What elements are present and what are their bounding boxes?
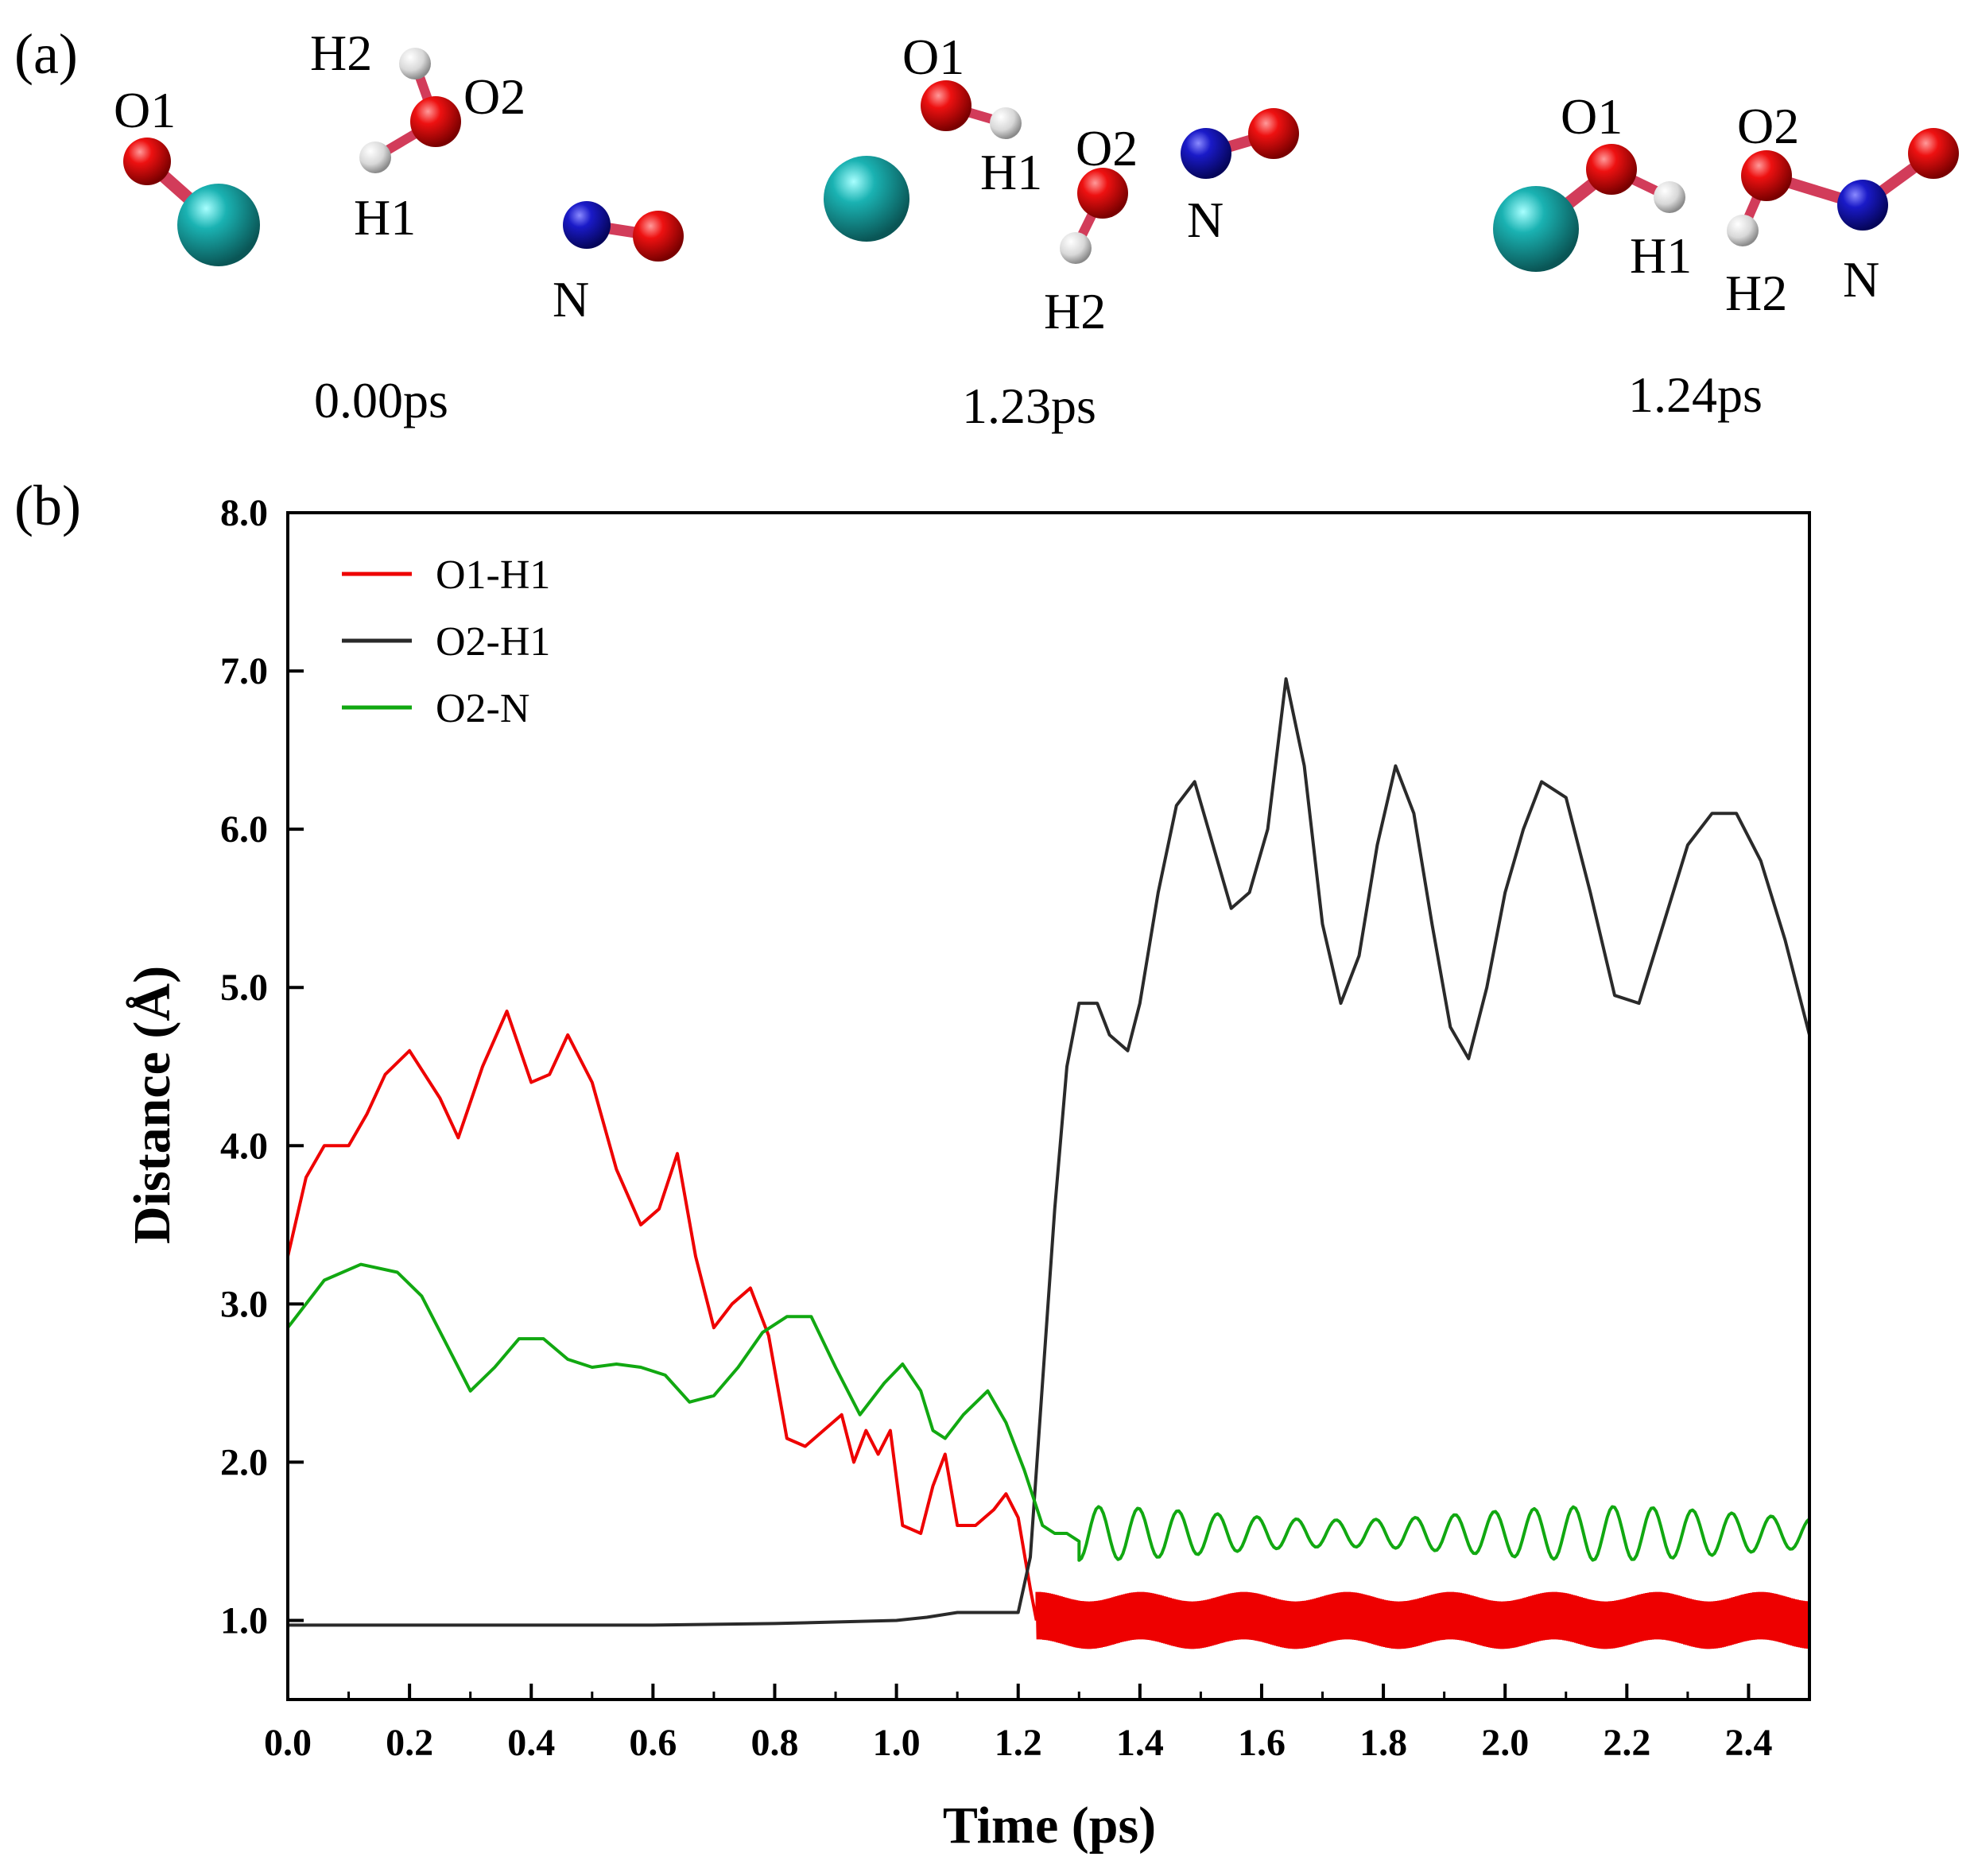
hydrogen-atom-h1: [359, 141, 391, 173]
ticks-layer: 0.0 0.2 0.4 0.6 0.8 1.0 1.2 1.4 1.6 1.8 2.0 2.2 2.4 1…: [220, 492, 1772, 1764]
metal-atom: [177, 184, 260, 266]
series-line-o2-n: [286, 1262, 1811, 1562]
atom-label-h1: H1: [980, 144, 1042, 200]
panel-a: (a) O1 H2 O2 H1 N 0.00ps: [14, 22, 1959, 434]
x-tick-label: 1.6: [1238, 1722, 1286, 1764]
atom-label-n: N: [553, 271, 589, 328]
snapshot-1-24ps: O1 O2 H1 H2 N 1.24ps: [1493, 88, 1959, 423]
series-line-o2-h1: [288, 677, 1811, 1627]
atom-label-h2: H2: [1044, 283, 1106, 339]
y-tick-label: 4.0: [220, 1125, 268, 1167]
hydrogen-atom-h2: [399, 48, 431, 79]
y-axis-title: Distance (Å): [123, 966, 181, 1244]
atom-label-o2: O2: [463, 68, 525, 125]
metal-atom: [824, 156, 909, 242]
panel-b-label: (b): [14, 474, 81, 537]
x-tick-label: 2.0: [1481, 1722, 1529, 1764]
atom-label-o2: O2: [1737, 98, 1799, 154]
atom-label-o2: O2: [1076, 120, 1138, 176]
oxygen-atom-o2: [1077, 168, 1128, 219]
x-tick-label: 0.6: [629, 1722, 677, 1764]
x-tick-label: 0.2: [386, 1722, 433, 1764]
x-tick-label: 1.0: [873, 1722, 921, 1764]
plot-area: 0.0 0.2 0.4 0.6 0.8 1.0 1.2 1.4 1.6 1.8 2.0 2.2 2.4 1…: [220, 492, 1811, 1764]
x-tick-label: 0.0: [264, 1722, 312, 1764]
x-tick-label: 1.8: [1359, 1722, 1407, 1764]
x-axis-title: Time (ps): [943, 1797, 1156, 1855]
oxygen-atom-o1: [123, 138, 171, 185]
snapshot-1-23ps: O1 H1 O2 H2 N 1.23ps: [824, 29, 1299, 434]
nitrogen-atom: [563, 201, 611, 249]
metal-atom: [1493, 186, 1579, 272]
series-line-o1-h1: [286, 1010, 1038, 1621]
plot-frame: [286, 511, 1811, 1701]
x-tick-label: 2.4: [1724, 1722, 1772, 1764]
atom-label-n: N: [1843, 251, 1879, 308]
y-tick-label: 5.0: [220, 967, 268, 1009]
legend-label-o2-n: O2-N: [436, 686, 529, 731]
atom-label-h2: H2: [1725, 265, 1787, 321]
series-o2-h1: [288, 677, 1811, 1627]
x-tick-label: 1.4: [1116, 1722, 1164, 1764]
snapshot-time-label: 1.23ps: [962, 378, 1096, 434]
atom-label-h1: H1: [1630, 227, 1692, 284]
y-tick-label: 7.0: [220, 650, 268, 692]
hydrogen-atom-h2: [1060, 232, 1092, 264]
series-o1-h1: [286, 1010, 1810, 1649]
y-tick-label: 3.0: [220, 1283, 268, 1325]
legend-label-o2-h1: O2-H1: [436, 619, 550, 665]
panel-a-label: (a): [14, 22, 78, 86]
snapshot-time-label: 1.24ps: [1628, 366, 1763, 423]
snapshot-time-label: 0.00ps: [314, 372, 448, 428]
atom-label-h2: H2: [310, 25, 372, 81]
legend-label-o1-h1: O1-H1: [436, 552, 550, 598]
nitrogen-atom: [1837, 180, 1888, 231]
y-tick-label: 1.0: [220, 1599, 268, 1642]
x-tick-label: 0.8: [750, 1722, 798, 1764]
oxygen-atom-o1: [921, 80, 971, 131]
x-tick-label: 1.2: [995, 1722, 1042, 1764]
y-tick-label: 2.0: [220, 1441, 268, 1483]
oxygen-atom-no: [1908, 128, 1959, 179]
oxygen-atom-no: [633, 211, 684, 262]
legend: O1-H1 O2-H1 O2-N: [342, 552, 550, 731]
x-tick-label: 0.4: [507, 1722, 555, 1764]
y-tick-label: 6.0: [220, 808, 268, 851]
atom-label-o1: O1: [1561, 88, 1623, 145]
vibration-band-o1-h1: [1035, 1591, 1810, 1649]
snapshot-0ps: O1 H2 O2 H1 N 0.00ps: [114, 25, 684, 428]
y-tick-label: 8.0: [220, 492, 268, 534]
oxygen-atom-o2: [1741, 150, 1792, 201]
x-tick-label: 2.2: [1603, 1722, 1650, 1764]
atom-label-o1: O1: [114, 82, 176, 138]
oxygen-atom-o2: [410, 96, 461, 147]
hydrogen-atom-h1: [990, 107, 1022, 139]
series-layer: [286, 677, 1811, 1649]
atom-label-h1: H1: [354, 189, 416, 246]
hydrogen-atom-h2: [1727, 215, 1759, 246]
atom-label-n: N: [1187, 192, 1224, 248]
oxygen-atom-o1: [1586, 144, 1637, 195]
atom-label-o1: O1: [902, 29, 964, 85]
series-o2-n: [286, 1262, 1811, 1562]
nitrogen-atom: [1181, 128, 1231, 179]
oxygen-atom-no: [1248, 108, 1299, 159]
hydrogen-atom-h1: [1654, 181, 1685, 213]
